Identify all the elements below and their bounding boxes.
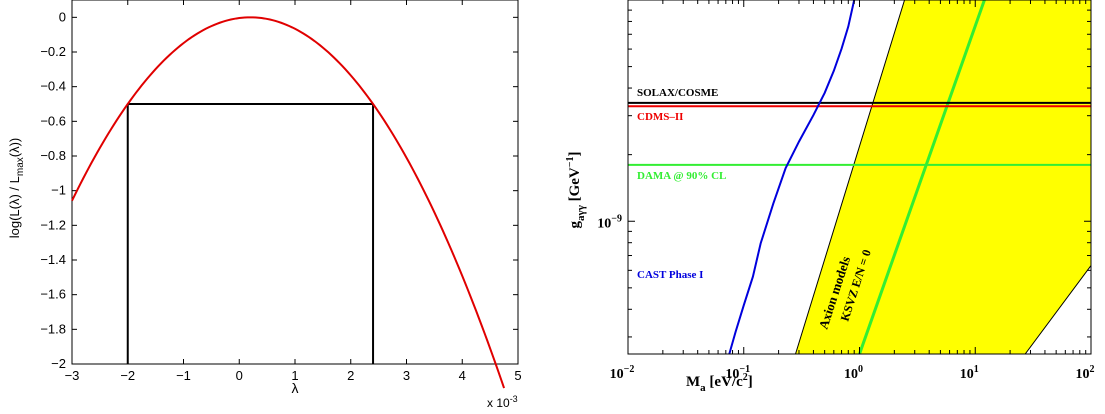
left-x-tick-label: −3: [65, 368, 80, 383]
dama-label: DAMA @ 90% CL: [637, 170, 726, 182]
left-x-tick-label: 1: [291, 368, 298, 383]
right-x-label-main: M: [686, 374, 700, 390]
left-y-tick-label: −0.4: [40, 79, 66, 94]
ksvz-line: [858, 0, 986, 354]
left-tick-group: −3 −2 −1 0 1 2 3 4 50−0.2−0.4−0.6−0.8−1−1.2−1.4−…: [40, 0, 522, 383]
likelihood-curve: [71, 16, 506, 389]
tick-base: 10: [960, 367, 974, 382]
right-y-label-unit: [GeV: [567, 167, 583, 205]
right-y-label-end: ]: [567, 152, 583, 157]
left-x-tick-label: 4: [459, 368, 466, 383]
cdms-label: CDMS–II: [637, 111, 683, 123]
cast-label: CAST Phase I: [637, 269, 703, 281]
left-y-tick-label: −1.8: [40, 321, 66, 336]
left-y-label-sub: max: [15, 157, 26, 176]
right-y-label-main: g: [567, 220, 583, 228]
left-y-label-tail: (λ)): [7, 138, 22, 158]
tick-exp: 0: [858, 364, 863, 375]
right-y-tick-label: 10−9: [597, 213, 622, 231]
right-x-label-sup: 2: [743, 372, 748, 383]
left-y-tick-label: −0.2: [40, 44, 66, 59]
left-y-label-text: log(L(λ) / L: [7, 176, 22, 238]
right-x-axis-label: Ma [eV/c2]: [686, 372, 753, 394]
left-x-tick-label: −2: [120, 368, 135, 383]
left-x-tick-label: 5: [514, 368, 521, 383]
right-x-label-end: ]: [748, 374, 753, 390]
right-plot-area: [628, 0, 1091, 354]
left-y-tick-label: −1: [51, 183, 66, 198]
left-y-tick-label: −1.2: [40, 217, 66, 232]
left-x-tick-label: 3: [403, 368, 410, 383]
right-x-label-sub: a: [700, 382, 706, 394]
left-y-tick-label: −0.6: [40, 113, 66, 128]
right-series-labels: SOLAX/COSME CDMS–II DAMA @ 90% CL CAST Phas…: [637, 87, 874, 331]
solax-label: SOLAX/COSME: [637, 87, 718, 99]
tick-base: 10: [1076, 367, 1090, 382]
left-y-tick-label: 0: [59, 9, 66, 24]
tick-exp: 2: [1090, 364, 1095, 375]
tick-base: 10: [844, 367, 858, 382]
left-y-tick-label: −2: [51, 356, 66, 371]
right-x-label-unit: [eV/c: [706, 374, 743, 390]
tick-base: 10: [610, 367, 624, 382]
tick-base: 10: [597, 216, 611, 231]
tick-base: 10: [725, 367, 739, 382]
tick-exp: 1: [974, 364, 979, 375]
left-x-tick-label: 2: [347, 368, 354, 383]
left-y-tick-label: −0.8: [40, 148, 66, 163]
right-y-axis-label: gaγγ [GeV−1]: [565, 152, 587, 229]
left-x-tick-label: −1: [176, 368, 191, 383]
left-y-axis-label: log(L(λ) / Lmax(λ)): [7, 138, 26, 239]
left-plot-frame: [71, 0, 519, 365]
right-clipped-group: [628, 0, 1091, 354]
right-x-tick-label: 101: [960, 364, 979, 382]
left-x-multiplier-base: x 10: [487, 396, 510, 410]
left-interval-box: [126, 103, 375, 364]
right-y-label-sup: −1: [565, 157, 576, 168]
right-x-tick-label: 102: [1076, 364, 1095, 382]
right-x-tick-label: 100: [844, 364, 863, 382]
tick-exp: −1: [739, 364, 750, 375]
right-y-label-sub: aγγ: [575, 205, 587, 221]
left-x-multiplier-exp: -3: [510, 394, 518, 404]
left-y-tick-label: −1.4: [40, 252, 66, 267]
tick-exp: −9: [611, 213, 622, 224]
likelihood-chart: −3 −2 −1 0 1 2 3 4 50−0.2−0.4−0.6−0.8−1−1.2−1.4−…: [7, 0, 522, 410]
axion-band: [794, 0, 1091, 354]
left-x-axis-label: λ: [292, 380, 299, 396]
tick-exp: −2: [624, 364, 635, 375]
left-y-tick-label: −1.6: [40, 287, 66, 302]
right-x-tick-label: 10−2: [610, 364, 635, 382]
left-x-tick-label: 0: [236, 368, 243, 383]
cast-curve: [728, 0, 856, 354]
left-x-multiplier: x 10-3: [487, 394, 518, 410]
right-x-tick-label: 10−1: [725, 364, 750, 382]
